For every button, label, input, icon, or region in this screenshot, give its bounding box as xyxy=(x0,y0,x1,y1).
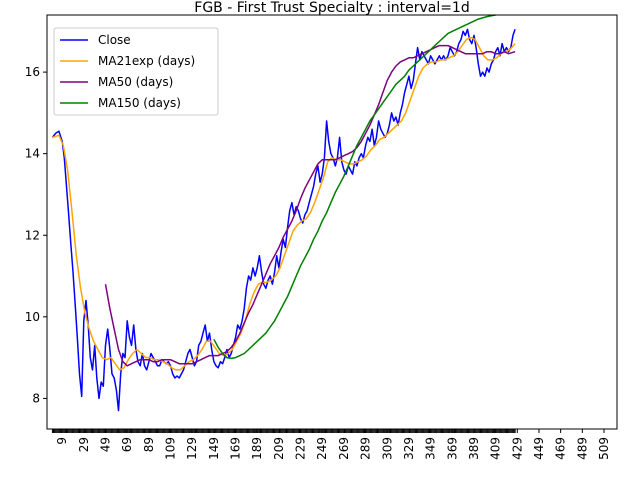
legend-label-1: MA21exp (days) xyxy=(98,54,195,68)
x-tick-label-18: 369 xyxy=(445,437,459,460)
chart-title: FGB - First Trust Specialty : interval=1… xyxy=(194,0,469,16)
x-tick-label-3: 69 xyxy=(120,437,134,452)
y-tick-label-2: 12 xyxy=(25,228,40,242)
x-tick-label-23: 469 xyxy=(554,437,568,460)
x-tick-label-5: 109 xyxy=(164,437,178,460)
x-tick-label-7: 149 xyxy=(207,437,221,460)
x-tick-label-25: 509 xyxy=(597,437,611,460)
x-tick-label-16: 329 xyxy=(402,437,416,460)
y-tick-label-3: 14 xyxy=(25,147,40,161)
x-tick-label-13: 269 xyxy=(337,437,351,460)
x-tick-label-11: 229 xyxy=(294,437,308,460)
series-line-2 xyxy=(104,44,516,367)
legend: Close MA21exp (days) MA50 (days) MA150 (day… xyxy=(53,27,219,116)
series-line-3 xyxy=(213,14,496,360)
x-tick-label-2: 49 xyxy=(99,437,113,452)
x-tick-label-22: 449 xyxy=(532,437,546,460)
x-tick-label-20: 409 xyxy=(489,437,503,460)
legend-label-2: MA50 (days) xyxy=(98,75,173,89)
series-line-0 xyxy=(51,28,516,412)
x-tick-label-19: 389 xyxy=(467,437,481,460)
y-tick-label-1: 10 xyxy=(25,310,40,324)
x-tick-label-15: 309 xyxy=(380,437,394,460)
x-tick-label-9: 189 xyxy=(250,437,264,460)
x-tick-label-21: 429 xyxy=(510,437,524,460)
legend-label-3: MA150 (days) xyxy=(98,96,181,110)
x-tick-label-12: 249 xyxy=(315,437,329,460)
legend-label-0: Close xyxy=(98,33,131,47)
legend-box xyxy=(53,27,219,116)
series-layer xyxy=(51,14,516,412)
x-tick-label-4: 89 xyxy=(142,437,156,452)
x-tick-label-24: 489 xyxy=(575,437,589,460)
x-tick-label-17: 349 xyxy=(424,437,438,460)
x-tick-label-10: 209 xyxy=(272,437,286,460)
x-tick-label-0: 9 xyxy=(55,437,69,445)
y-tick-label-4: 16 xyxy=(25,65,40,79)
axes-layer: 9 29 49 69 89 109 129 149 169 189 209 229 249 269 289 3… xyxy=(25,14,618,460)
x-tick-label-14: 289 xyxy=(359,437,373,460)
y-tick-label-0: 8 xyxy=(32,391,40,405)
x-tick-label-8: 169 xyxy=(229,437,243,460)
x-tick-label-6: 129 xyxy=(185,437,199,460)
x-tick-label-1: 29 xyxy=(77,437,91,452)
series-line-1 xyxy=(52,36,516,371)
